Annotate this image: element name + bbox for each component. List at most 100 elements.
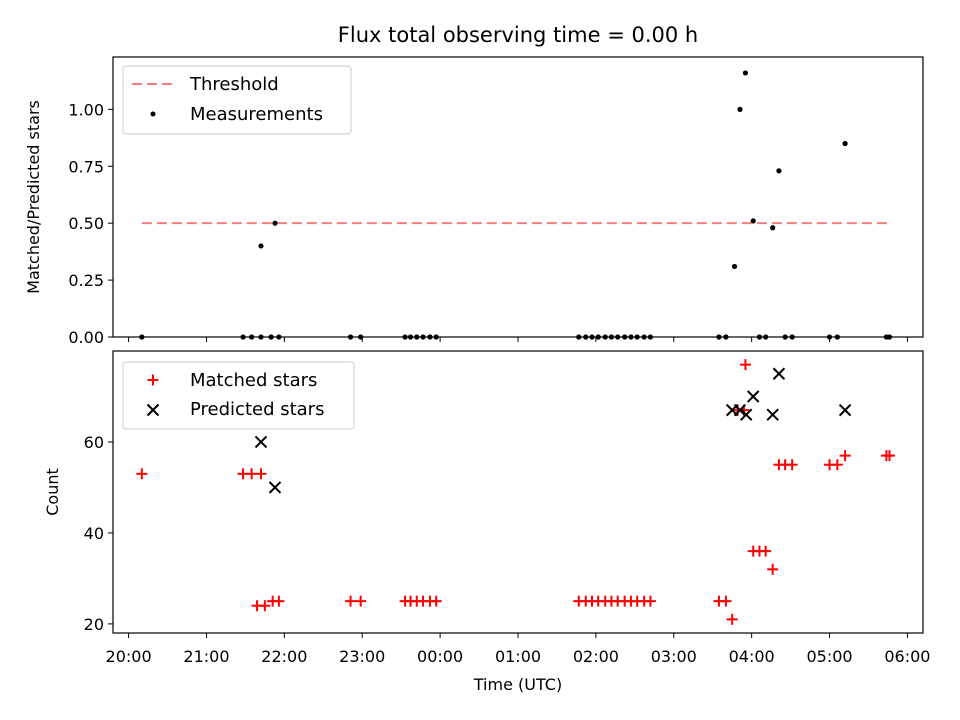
legend-predicted-marker xyxy=(146,403,160,417)
top-y-tick-label: 0.50 xyxy=(68,214,104,233)
measurement-point xyxy=(776,168,782,174)
top-panel: Matched/Predicted stars 0.00 0.25 0.50 0.75… xyxy=(24,56,924,347)
predicted-star-point xyxy=(772,367,786,380)
bottom-x-tick-label: 05:00 xyxy=(806,647,852,666)
bottom-legend: Matched stars Predicted stars xyxy=(122,361,355,430)
measurement-point xyxy=(583,334,589,340)
predicted-star-point-b xyxy=(747,390,760,403)
measurement-point xyxy=(647,334,654,340)
measurement-point xyxy=(240,334,246,340)
measurement-point xyxy=(634,334,640,340)
matched-star-point xyxy=(726,613,738,625)
measurement-point xyxy=(347,334,354,340)
measurement-point xyxy=(576,334,582,340)
matched-star-point xyxy=(760,545,772,557)
count-points xyxy=(136,359,896,625)
bottom-x-tick-label: 01:00 xyxy=(495,647,541,666)
measurement-point xyxy=(615,334,621,340)
bottom-x-tick-label: 00:00 xyxy=(417,647,463,666)
matched-star-point xyxy=(839,450,851,462)
measurement-point xyxy=(622,334,628,340)
measurement-point xyxy=(420,334,426,340)
predicted-star-point-b xyxy=(772,367,786,380)
measurement-point xyxy=(139,334,145,340)
top-y-ticks: 0.00 0.25 0.50 0.75 1.00 xyxy=(68,100,113,347)
matched-star-point xyxy=(739,359,751,371)
top-legend: Threshold Measurements xyxy=(122,65,352,135)
measurement-point xyxy=(358,334,364,340)
bottom-x-tick-label: 02:00 xyxy=(573,647,619,666)
legend-matched-swatch xyxy=(147,374,159,386)
bottom-x-ticks: 20:00 21:00 22:00 23:00 00:00 01:00 02:00 03:00… xyxy=(106,633,930,666)
predicted-star-point-b xyxy=(733,403,747,417)
bottom-x-tick-label: 22:00 xyxy=(261,647,307,666)
bottom-x-tick-label: 03:00 xyxy=(651,647,697,666)
top-y-tick-label: 0.00 xyxy=(68,328,104,347)
legend-matched-label: Matched stars xyxy=(190,370,317,391)
bottom-y-tick-label: 60 xyxy=(84,433,104,452)
measurement-point xyxy=(716,334,722,340)
legend-predicted-marker-b xyxy=(146,403,160,417)
predicted-star-point xyxy=(733,403,747,417)
matched-star-point xyxy=(355,595,367,607)
bottom-x-tick-label: 06:00 xyxy=(884,647,930,666)
matched-star-point xyxy=(720,595,732,607)
measurement-point xyxy=(427,334,433,340)
measurement-point xyxy=(628,334,634,340)
bottom-x-tick-label: 21:00 xyxy=(183,647,229,666)
predicted-star-point-b xyxy=(766,408,779,421)
measurement-point xyxy=(826,334,833,340)
measurement-point xyxy=(249,334,255,340)
measurement-point xyxy=(750,218,756,224)
predicted-star-point xyxy=(739,408,753,421)
predicted-star-point-b xyxy=(838,403,852,417)
measurement-point xyxy=(763,334,769,340)
measurement-point xyxy=(731,263,738,270)
matched-star-point xyxy=(884,450,896,462)
matched-star-point xyxy=(430,595,442,607)
predicted-star-point xyxy=(766,408,779,421)
predicted-star-point-b xyxy=(739,408,753,421)
measurement-point xyxy=(258,243,264,249)
bottom-y-tick-label: 20 xyxy=(84,615,104,634)
top-y-tick-label: 0.75 xyxy=(68,157,104,176)
legend-threshold-label: Threshold xyxy=(189,74,279,95)
measurement-points xyxy=(139,70,893,340)
measurement-point xyxy=(641,334,647,340)
legend-predicted-swatch xyxy=(146,403,160,417)
predicted-star-point-b xyxy=(268,481,282,494)
bottom-x-tick-label: 04:00 xyxy=(729,647,775,666)
matched-star-point xyxy=(767,563,779,575)
chart-title: Flux total observing time = 0.00 h xyxy=(338,23,698,47)
predicted-star-point xyxy=(254,435,268,449)
measurement-point xyxy=(886,334,893,340)
legend-predicted-label: Predicted stars xyxy=(190,399,324,420)
measurement-point xyxy=(756,334,763,340)
measurement-point xyxy=(602,334,608,340)
measurement-point xyxy=(414,334,420,340)
bottom-y-tick-label: 40 xyxy=(84,524,104,543)
measurement-point xyxy=(272,220,278,226)
bottom-x-tick-label: 23:00 xyxy=(339,647,385,666)
measurement-point xyxy=(258,334,264,340)
matched-star-point xyxy=(831,459,843,471)
measurement-point xyxy=(402,334,408,340)
matched-star-point xyxy=(136,468,148,480)
measurement-point xyxy=(595,334,601,340)
top-legend-box xyxy=(122,65,352,135)
measurement-point xyxy=(276,334,282,340)
matched-star-point xyxy=(786,459,798,471)
matched-star-point xyxy=(273,595,285,607)
top-y-tick-label: 1.00 xyxy=(68,100,104,119)
matched-star-point xyxy=(345,595,357,607)
matched-star-point xyxy=(246,468,258,480)
measurement-point xyxy=(834,334,840,340)
measurement-point xyxy=(608,334,615,340)
measurement-point xyxy=(770,225,776,231)
measurement-point xyxy=(742,70,749,76)
measurement-point xyxy=(589,334,595,340)
legend-matched-marker xyxy=(147,374,159,386)
matched-star-point xyxy=(644,595,656,607)
measurement-point xyxy=(433,334,439,340)
predicted-star-point-b xyxy=(254,435,268,449)
